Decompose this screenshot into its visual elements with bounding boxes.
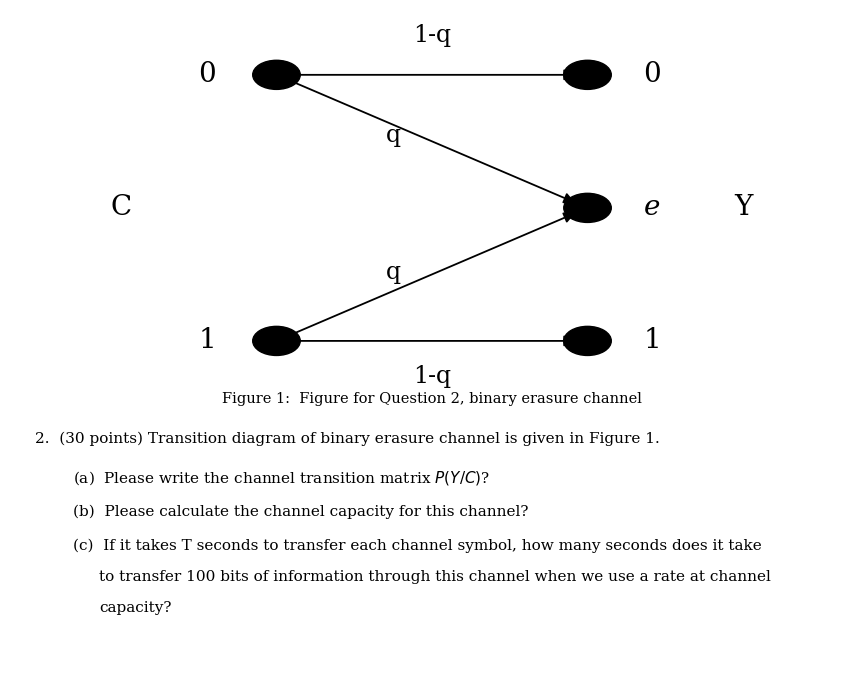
- Text: capacity?: capacity?: [99, 602, 172, 615]
- Text: 0: 0: [199, 62, 216, 89]
- Ellipse shape: [564, 327, 612, 356]
- Text: q: q: [385, 261, 401, 284]
- Text: Figure 1:  Figure for Question 2, binary erasure channel: Figure 1: Figure for Question 2, binary …: [222, 392, 642, 406]
- Text: Y: Y: [734, 195, 753, 221]
- Ellipse shape: [564, 60, 612, 89]
- Text: 1-q: 1-q: [413, 365, 451, 388]
- Text: (c)  If it takes T seconds to transfer each channel symbol, how many seconds doe: (c) If it takes T seconds to transfer ea…: [73, 539, 762, 553]
- Text: 1: 1: [199, 327, 216, 354]
- Ellipse shape: [253, 327, 301, 356]
- Text: (b)  Please calculate the channel capacity for this channel?: (b) Please calculate the channel capacit…: [73, 505, 529, 519]
- Text: 1: 1: [644, 327, 661, 354]
- Text: to transfer 100 bits of information through this channel when we use a rate at c: to transfer 100 bits of information thro…: [99, 570, 772, 584]
- Text: (a)  Please write the channel transition matrix $P(Y/C)$?: (a) Please write the channel transition …: [73, 469, 491, 487]
- Text: 1-q: 1-q: [413, 24, 451, 47]
- Ellipse shape: [253, 60, 301, 89]
- Text: C: C: [111, 195, 131, 221]
- Text: 2.  (30 points) Transition diagram of binary erasure channel is given in Figure : 2. (30 points) Transition diagram of bin…: [35, 432, 659, 446]
- Ellipse shape: [564, 193, 612, 222]
- Text: 0: 0: [644, 62, 661, 89]
- Text: e: e: [645, 195, 660, 221]
- Text: q: q: [385, 124, 401, 147]
